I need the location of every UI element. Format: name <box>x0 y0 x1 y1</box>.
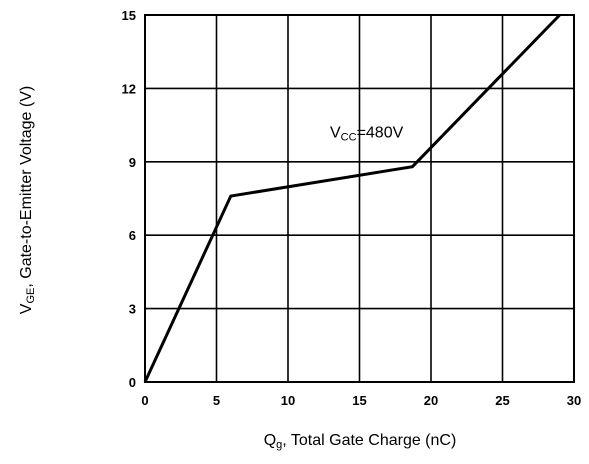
plot-frame <box>144 14 575 383</box>
x-tick-label: 10 <box>281 393 295 408</box>
y-axis-title-rest: , Gate-to-Emitter Voltage (V) <box>18 86 35 288</box>
x-tick-label: 0 <box>141 393 148 408</box>
x-tick-label: 5 <box>213 393 220 408</box>
y-tick-labels: 0 3 6 9 12 15 <box>122 8 136 390</box>
grid-lines <box>144 14 575 383</box>
y-tick-label: 3 <box>129 302 136 317</box>
x-tick-label: 25 <box>495 393 509 408</box>
x-axis-title: Qg, Total Gate Charge (nC) <box>264 432 457 451</box>
y-axis-title: VGE, Gate-to-Emitter Voltage (V) <box>18 86 37 314</box>
y-tick-label: 12 <box>122 81 136 96</box>
x-axis-title-sub: g <box>276 439 282 451</box>
y-tick-label: 9 <box>129 155 136 170</box>
x-tick-labels: 0 5 10 15 20 25 30 <box>141 393 581 408</box>
x-axis-title-rest: , Total Gate Charge (nC) <box>282 432 456 449</box>
y-axis-title-main: V <box>18 303 35 314</box>
x-tick-label: 20 <box>424 393 438 408</box>
annotation-sub: CC <box>341 131 357 143</box>
x-axis-title-main: Q <box>264 432 276 449</box>
y-tick-label: 6 <box>129 228 136 243</box>
y-tick-label: 15 <box>122 8 136 23</box>
y-axis-title-sub: GE <box>25 288 37 304</box>
annotation-main: V <box>330 124 341 141</box>
gate-charge-curve <box>143 13 561 383</box>
x-tick-label: 30 <box>567 393 581 408</box>
vcc-annotation: VCC=480V <box>330 124 404 143</box>
y-tick-label: 0 <box>129 375 136 390</box>
x-tick-label: 15 <box>352 393 366 408</box>
annotation-rest: =480V <box>357 124 404 141</box>
